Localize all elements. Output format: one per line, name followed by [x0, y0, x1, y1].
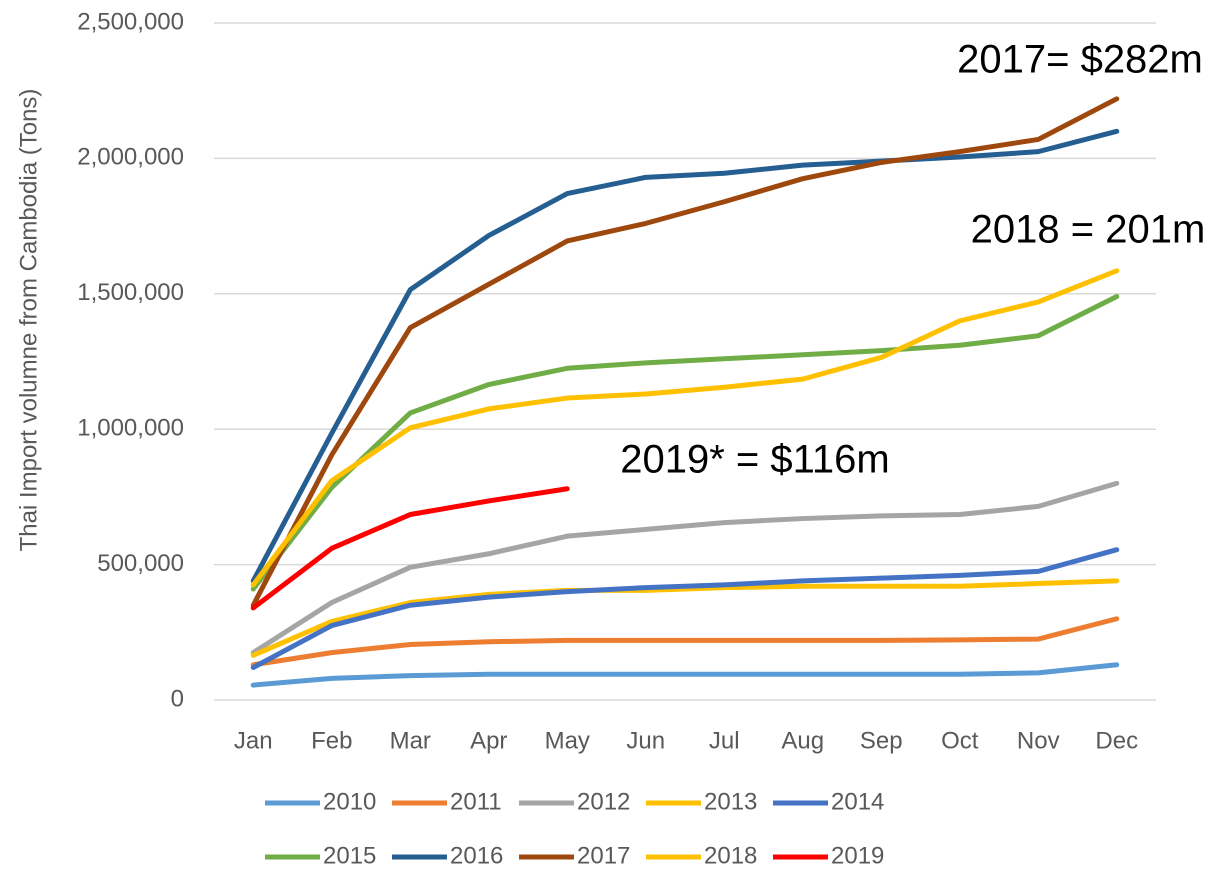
- legend-label: 2019: [831, 842, 884, 869]
- series-line: [250, 616, 1120, 668]
- x-tick-label: Apr: [470, 727, 507, 754]
- legend-label: 2012: [577, 788, 630, 815]
- legend-label: 2018: [704, 842, 757, 869]
- x-tick-label: Jun: [626, 727, 665, 754]
- x-tick-label: Sep: [860, 727, 903, 754]
- legend-label: 2013: [704, 788, 757, 815]
- series-line: [250, 662, 1120, 688]
- x-tick-label: Nov: [1017, 727, 1060, 754]
- legend-label: 2017: [577, 842, 630, 869]
- x-tick-label: Aug: [781, 727, 824, 754]
- series-line: [250, 268, 1120, 588]
- y-axis-label: Thai Import volumne from Cambodia (Tons): [15, 89, 42, 552]
- y-tick-label: 0: [171, 685, 184, 712]
- x-tick-label: Dec: [1095, 727, 1138, 754]
- series-line: [250, 294, 1120, 592]
- annotation: 2018 = 201m: [971, 208, 1206, 252]
- x-tick-label: Jul: [709, 727, 740, 754]
- series-line: [250, 486, 570, 611]
- series-line: [250, 578, 1120, 658]
- legend-label: 2015: [323, 842, 376, 869]
- x-tick-label: Feb: [311, 727, 352, 754]
- x-tick-label: Mar: [390, 727, 431, 754]
- annotation: 2019* = $116m: [620, 438, 889, 482]
- series-line: [250, 480, 1120, 656]
- x-tick-label: Oct: [941, 727, 979, 754]
- legend-label: 2011: [450, 788, 502, 815]
- legend-label: 2014: [831, 788, 884, 815]
- y-tick-label: 500,000: [97, 550, 184, 577]
- legend-label: 2016: [450, 842, 503, 869]
- series-line: [250, 96, 1120, 608]
- y-tick-label: 2,500,000: [77, 8, 184, 35]
- x-tick-label: May: [545, 727, 590, 754]
- series-line: [250, 547, 1120, 671]
- y-tick-label: 1,500,000: [77, 279, 184, 306]
- legend-label: 2010: [323, 788, 376, 815]
- y-tick-label: 2,000,000: [77, 144, 184, 171]
- series-line: [250, 128, 1120, 584]
- y-tick-label: 1,000,000: [77, 415, 184, 442]
- annotation: 2017= $282m: [957, 38, 1203, 82]
- x-tick-label: Jan: [234, 727, 273, 754]
